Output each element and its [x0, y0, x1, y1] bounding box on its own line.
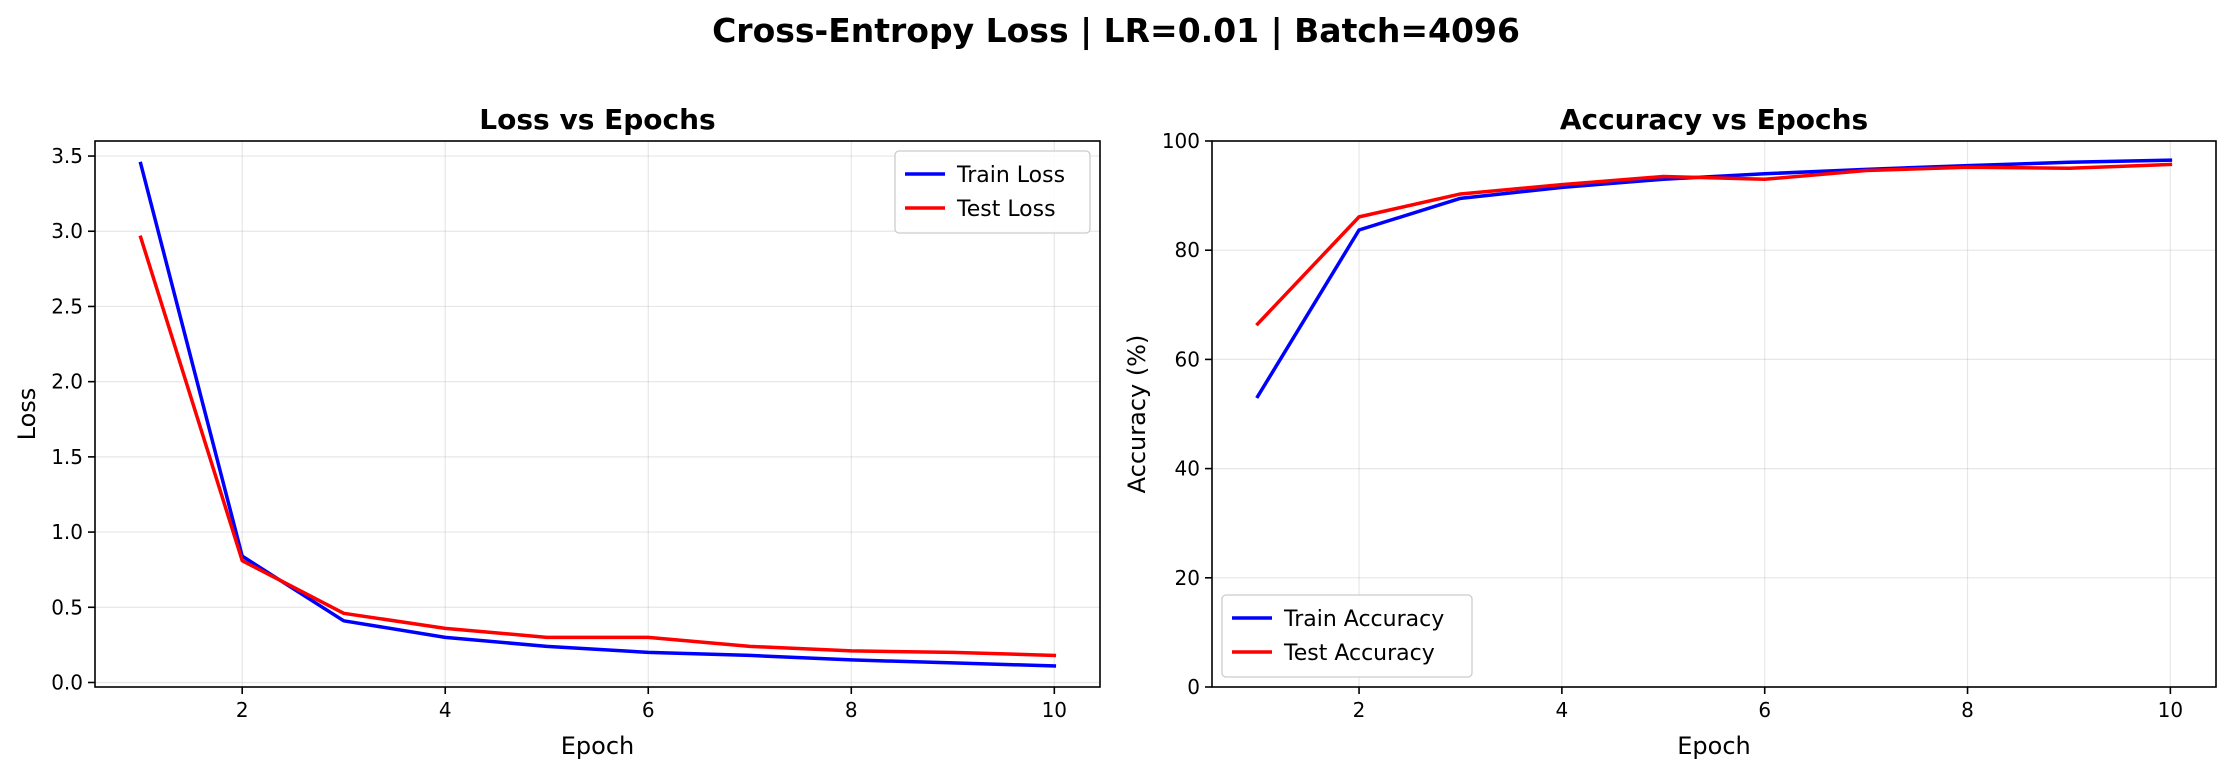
accuracy-chart-y-tick-label: 20 — [1175, 566, 1200, 590]
loss-chart-title: Loss vs Epochs — [479, 103, 715, 136]
loss-chart-legend-label: Test Loss — [956, 197, 1056, 222]
loss-chart-x-tick-label: 4 — [439, 698, 452, 722]
accuracy-chart-x-tick-label: 2 — [1353, 698, 1366, 722]
figure-title: Cross-Entropy Loss | LR=0.01 | Batch=409… — [712, 11, 1520, 50]
loss-chart-x-tick-label: 8 — [845, 698, 858, 722]
loss-chart-legend-label: Train Loss — [956, 163, 1065, 188]
accuracy-chart-x-tick-label: 6 — [1758, 698, 1771, 722]
accuracy-chart-series-line-test — [1255, 162, 2173, 327]
loss-chart-y-tick-label: 0.0 — [51, 670, 83, 694]
loss-chart: Loss vs Epochs Epoch Loss 2 4 6 8 10 0.0 0.5 1.… — [13, 103, 1101, 760]
loss-chart-y-tick-label: 1.5 — [51, 445, 83, 469]
loss-chart-y-tick-label: 2.0 — [51, 370, 83, 394]
loss-chart-y-axis-label: Loss — [13, 388, 41, 441]
accuracy-chart-x-axis-label: Epoch — [1677, 732, 1751, 760]
accuracy-chart-legend-label: Test Accuracy — [1283, 641, 1435, 666]
accuracy-chart-legend-frame — [1221, 594, 1473, 678]
loss-chart-y-tick-label: 2.5 — [51, 294, 83, 318]
accuracy-chart-title: Accuracy vs Epochs — [1560, 103, 1868, 136]
loss-chart-y-tick-label: 0.5 — [51, 595, 83, 619]
accuracy-chart-spines — [1211, 140, 2217, 688]
accuracy-chart-y-tick-label: 80 — [1175, 238, 1200, 262]
loss-chart-x-tick-label: 2 — [236, 698, 249, 722]
accuracy-chart: Accuracy vs Epochs Epoch Accuracy (%) 2 4… — [1123, 103, 2217, 760]
loss-chart-legend-frame — [894, 150, 1091, 234]
accuracy-chart-x-tick-label: 10 — [2158, 698, 2183, 722]
accuracy-chart-y-tick-label: 100 — [1162, 129, 1200, 153]
loss-chart-x-axis-label: Epoch — [561, 732, 635, 760]
accuracy-chart-legend-label: Train Accuracy — [1283, 607, 1444, 632]
loss-chart-y-tick-label: 1.0 — [51, 520, 83, 544]
accuracy-chart-y-tick-label: 0 — [1187, 675, 1200, 699]
accuracy-chart-y-tick-label: 40 — [1175, 457, 1200, 481]
loss-chart-y-tick-label: 3.5 — [51, 144, 83, 168]
loss-chart-spines — [94, 140, 1101, 688]
loss-chart-series-line-test — [138, 235, 1057, 658]
accuracy-chart-y-tick-label: 60 — [1175, 347, 1200, 371]
accuracy-chart-legend: Train Accuracy Test Accuracy — [1221, 594, 1473, 678]
accuracy-chart-x-tick-label: 4 — [1556, 698, 1569, 722]
loss-chart-y-tick-label: 3.0 — [51, 219, 83, 243]
accuracy-chart-y-axis-label: Accuracy (%) — [1123, 335, 1151, 494]
loss-chart-x-tick-label: 10 — [1042, 698, 1067, 722]
loss-chart-legend: Train Loss Test Loss — [894, 150, 1091, 234]
loss-chart-x-tick-label: 6 — [642, 698, 655, 722]
accuracy-chart-x-tick-label: 8 — [1961, 698, 1974, 722]
